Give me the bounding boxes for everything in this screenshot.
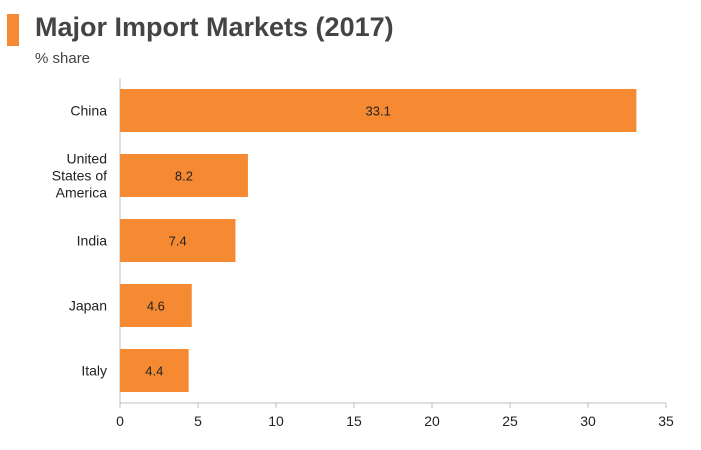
x-tick-label: 5 [194, 413, 202, 429]
x-tick-label: 15 [346, 413, 362, 429]
bar [120, 89, 637, 132]
category-label: Italy [81, 363, 107, 379]
chart-title: Major Import Markets (2017) [35, 12, 394, 42]
bar [120, 349, 189, 392]
category-label: Japan [69, 298, 107, 314]
category-label: China [70, 103, 107, 119]
bar [120, 154, 248, 197]
x-tick-label: 30 [580, 413, 596, 429]
data-label: 8.2 [175, 169, 193, 184]
x-tick-label: 0 [116, 413, 124, 429]
x-tick-label: 35 [658, 413, 674, 429]
data-label: 4.4 [145, 364, 163, 379]
x-tick-label: 25 [502, 413, 518, 429]
x-tick-label: 10 [268, 413, 284, 429]
category-label: United States of America [52, 151, 107, 201]
bar [120, 219, 236, 262]
data-label: 33.1 [366, 104, 391, 119]
data-label: 7.4 [169, 234, 187, 249]
category-label: India [77, 233, 108, 249]
x-tick-label: 20 [424, 413, 440, 429]
chart-subtitle: % share [35, 50, 91, 67]
bar [120, 284, 192, 327]
title-accent-bar [7, 14, 19, 46]
data-label: 4.6 [147, 299, 165, 314]
